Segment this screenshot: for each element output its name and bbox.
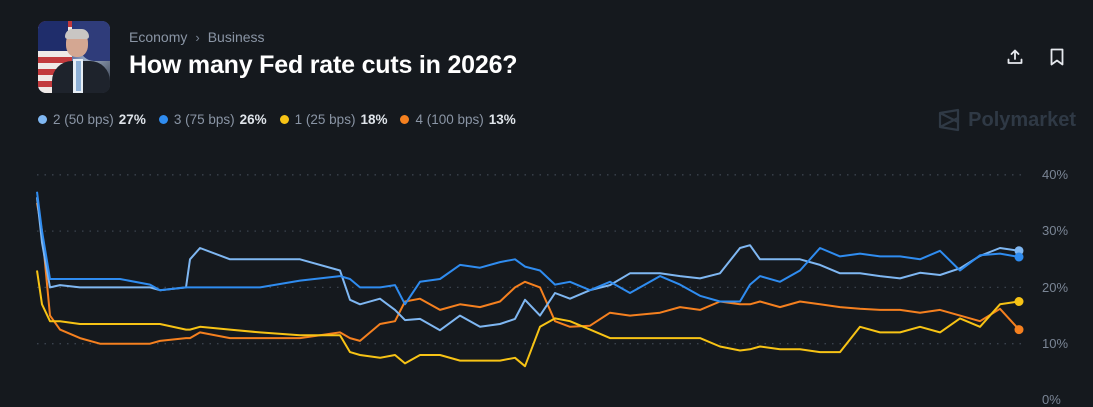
flag-canton [38, 21, 68, 51]
y-tick-10: 10% [1042, 336, 1069, 351]
y-tick-40: 40% [1042, 167, 1069, 182]
header-actions [1005, 47, 1067, 67]
breadcrumb-business[interactable]: Business [207, 29, 265, 45]
hair-graphic [65, 29, 89, 39]
series-line[interactable] [36, 191, 1020, 306]
chevron-right-icon: › [195, 29, 200, 45]
polymarket-logo-icon [939, 108, 960, 132]
y-tick-20: 20% [1042, 280, 1069, 295]
legend-dot-icon [400, 115, 410, 124]
bookmark-icon [1050, 48, 1064, 66]
page-title: How many Fed rate cuts in 2026? [129, 51, 518, 79]
bookmark-button[interactable] [1047, 47, 1067, 67]
tie-graphic [76, 61, 81, 91]
legend-item[interactable]: 2 (50 bps) 27% [38, 112, 146, 127]
series-line[interactable] [36, 270, 1020, 368]
legend-label: 1 (25 bps) [294, 112, 356, 127]
legend-dot-icon [279, 115, 289, 124]
legend-dot-icon [158, 115, 168, 124]
legend-label: 4 (100 bps) [415, 112, 484, 127]
series-endpoint-marker[interactable] [1014, 297, 1024, 306]
breadcrumb-economy[interactable]: Economy [129, 29, 188, 45]
legend-value: 27% [118, 112, 146, 127]
brand-name: Polymarket [968, 108, 1076, 131]
legend-item[interactable]: 1 (25 bps) 18% [279, 112, 388, 127]
legend-dot-icon [38, 115, 47, 124]
share-button[interactable] [1005, 47, 1025, 67]
legend-label: 3 (75 bps) [173, 112, 235, 127]
chart-legend: 2 (50 bps) 27% 3 (75 bps) 26% 1 (25 bps) 18% 4… [38, 112, 529, 127]
y-tick-30: 30% [1042, 223, 1069, 238]
series-endpoint-marker[interactable] [1014, 325, 1024, 335]
legend-item[interactable]: 4 (100 bps) 13% [400, 112, 516, 127]
legend-item[interactable]: 3 (75 bps) 26% [158, 112, 267, 127]
legend-value: 26% [239, 112, 267, 127]
breadcrumb: Economy › Business [129, 29, 265, 45]
series-endpoint-marker[interactable] [1014, 252, 1024, 262]
series-line[interactable] [36, 202, 1020, 345]
legend-value: 18% [360, 112, 388, 127]
polymarket-watermark: Polymarket [938, 108, 1076, 132]
legend-label: 2 (50 bps) [53, 112, 114, 127]
share-upload-icon [1007, 49, 1023, 64]
legend-value: 13% [488, 112, 516, 127]
market-thumbnail [38, 21, 110, 93]
series-endpoint-marker[interactable] [1014, 246, 1024, 256]
